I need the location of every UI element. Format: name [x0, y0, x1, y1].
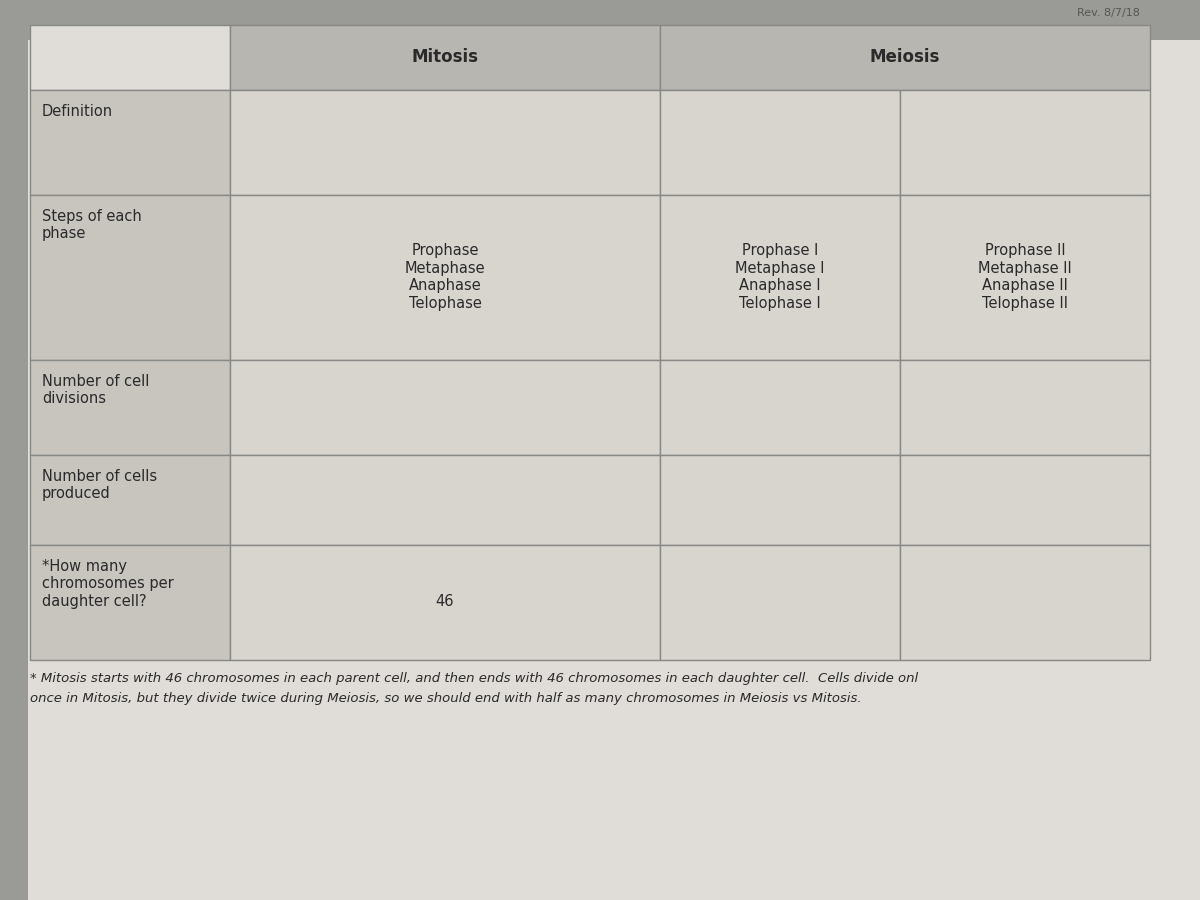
- Text: Prophase
Metaphase
Anaphase
Telophase: Prophase Metaphase Anaphase Telophase: [404, 243, 485, 310]
- Bar: [660, 545, 900, 660]
- Bar: [30, 360, 230, 455]
- Text: Prophase II
Metaphase II
Anaphase II
Telophase II: Prophase II Metaphase II Anaphase II Tel…: [978, 243, 1072, 310]
- Bar: [0, 0, 1200, 40]
- Text: Rev. 8/7/18: Rev. 8/7/18: [1078, 8, 1140, 18]
- Bar: [660, 195, 900, 360]
- Bar: [230, 195, 660, 360]
- Bar: [30, 25, 230, 90]
- Bar: [660, 360, 900, 455]
- Text: Number of cell
divisions: Number of cell divisions: [42, 374, 149, 407]
- Text: once in Mitosis, but they divide twice during Meiosis, so we should end with hal: once in Mitosis, but they divide twice d…: [30, 692, 862, 705]
- Bar: [230, 25, 660, 90]
- Bar: [30, 195, 230, 360]
- Bar: [30, 455, 230, 545]
- Bar: [230, 545, 660, 660]
- Text: Meiosis: Meiosis: [870, 48, 940, 66]
- Bar: [230, 90, 660, 195]
- Bar: [900, 545, 1150, 660]
- Bar: [0, 0, 28, 900]
- Text: Number of cells
produced: Number of cells produced: [42, 469, 157, 501]
- Bar: [900, 455, 1150, 545]
- Bar: [30, 545, 230, 660]
- Bar: [900, 360, 1150, 455]
- Bar: [660, 25, 1150, 90]
- Text: * Mitosis starts with 46 chromosomes in each parent cell, and then ends with 46 : * Mitosis starts with 46 chromosomes in …: [30, 672, 918, 685]
- Bar: [660, 90, 900, 195]
- Text: Mitosis: Mitosis: [412, 48, 479, 66]
- Bar: [230, 360, 660, 455]
- Bar: [30, 90, 230, 195]
- Text: *How many
chromosomes per
daughter cell?: *How many chromosomes per daughter cell?: [42, 559, 174, 608]
- Bar: [230, 455, 660, 545]
- Bar: [900, 90, 1150, 195]
- Text: Steps of each
phase: Steps of each phase: [42, 209, 142, 241]
- Bar: [660, 455, 900, 545]
- Text: Prophase I
Metaphase I
Anaphase I
Telophase I: Prophase I Metaphase I Anaphase I Teloph…: [736, 243, 824, 310]
- Text: Definition: Definition: [42, 104, 113, 119]
- Text: 46: 46: [436, 595, 455, 609]
- Bar: [900, 195, 1150, 360]
